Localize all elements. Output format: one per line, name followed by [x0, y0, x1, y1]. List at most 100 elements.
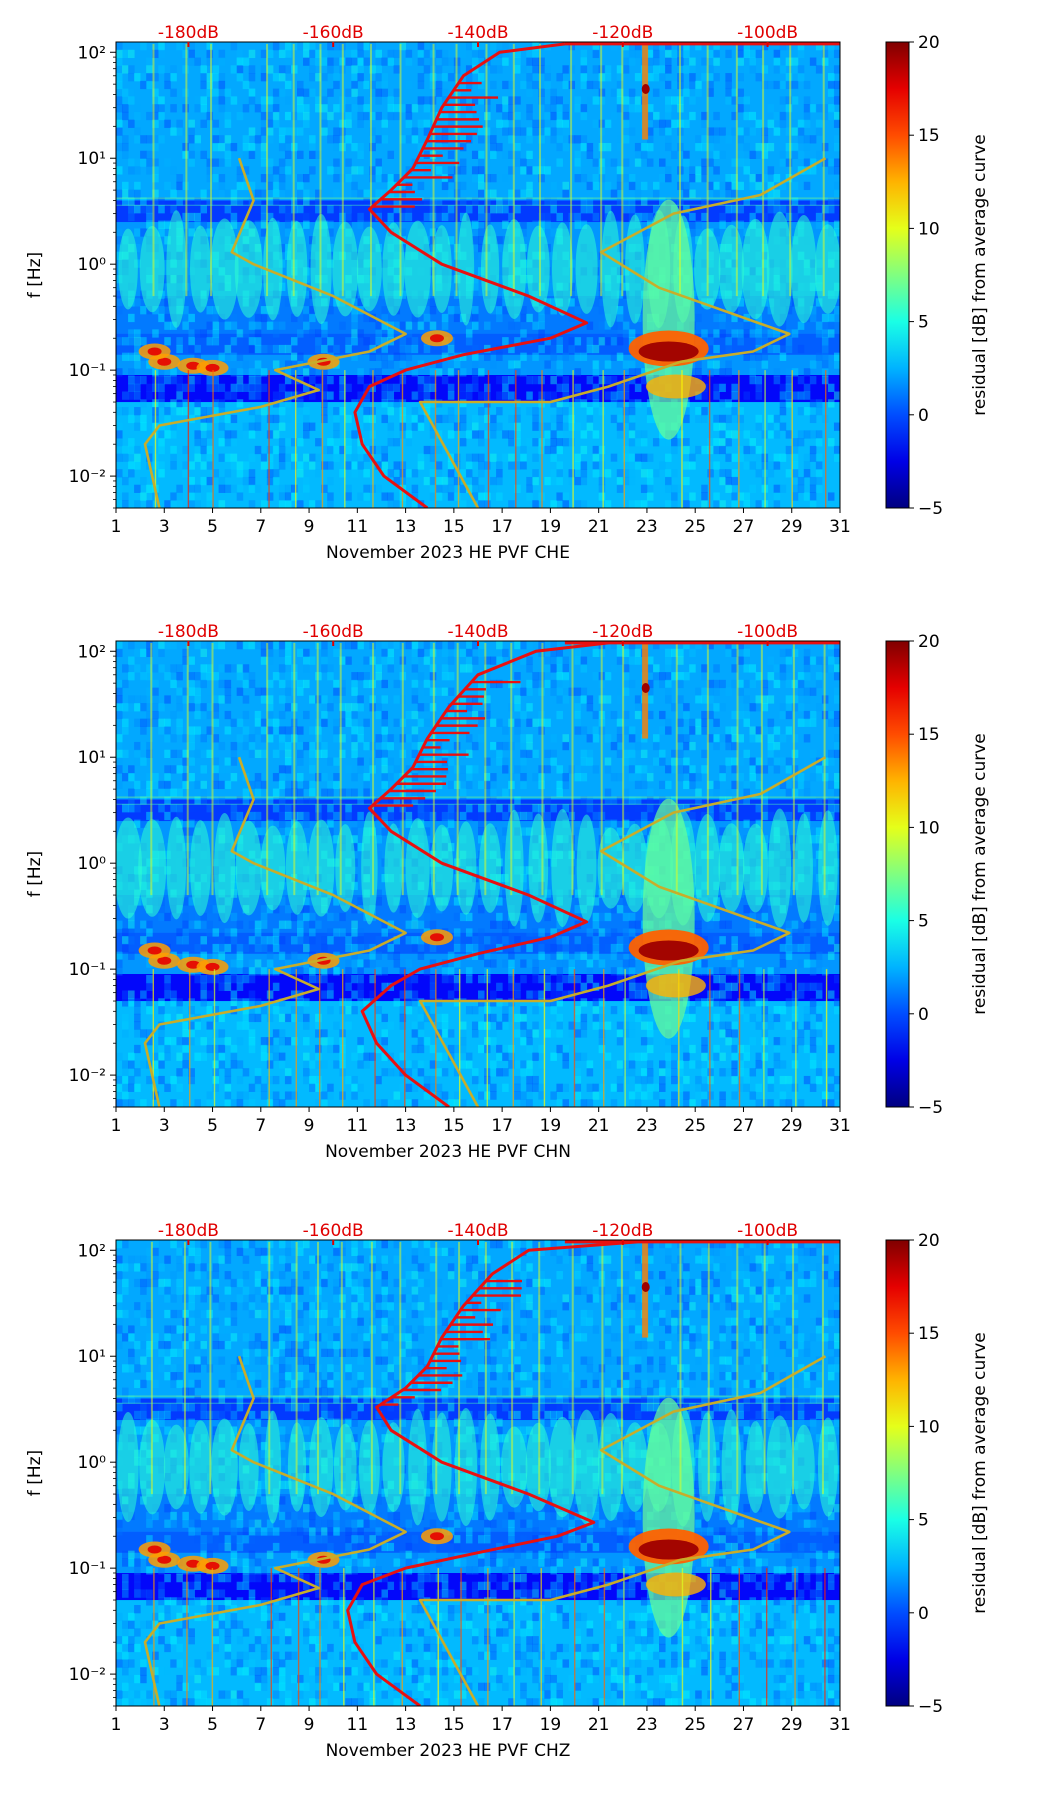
heatmap-cell — [815, 484, 823, 493]
heatmap-cell — [459, 142, 467, 152]
heatmap-cell — [351, 827, 358, 836]
heatmap-cell — [194, 220, 201, 229]
heatmap-cell — [665, 96, 672, 105]
x-tick-label: 11 — [347, 517, 369, 537]
heatmap-cell — [230, 337, 238, 346]
heatmap-cell — [689, 111, 696, 121]
heatmap-cell — [471, 383, 479, 392]
heatmap-cell — [586, 414, 594, 424]
heatmap-cell — [683, 476, 690, 486]
heatmap-cell — [562, 111, 569, 121]
heatmap-cell — [833, 181, 840, 191]
heatmap-cell — [182, 827, 189, 836]
heatmap-cell — [363, 220, 370, 229]
heatmap-cell — [122, 990, 129, 999]
heatmap-cell — [122, 189, 129, 198]
heatmap-cell — [833, 96, 840, 105]
heatmap-cell — [695, 150, 702, 159]
heatmap-cell — [550, 476, 557, 486]
heatmap-cell — [351, 104, 358, 113]
heatmap-cell — [170, 1037, 177, 1046]
heatmap-cell — [170, 375, 177, 385]
heatmap-cell — [194, 687, 201, 696]
heatmap-cell — [134, 104, 141, 113]
heatmap-cell — [351, 57, 358, 66]
heatmap-cell — [363, 42, 370, 51]
heatmap-cell — [122, 943, 129, 953]
heatmap-cell — [447, 656, 455, 665]
heatmap-cell — [321, 391, 328, 400]
heatmap-cell — [598, 306, 606, 315]
heatmap-cell — [441, 135, 449, 144]
heatmap-cell — [146, 453, 153, 462]
heatmap-cell — [791, 197, 799, 206]
heatmap-cell — [809, 492, 817, 501]
heatmap-cell — [381, 360, 388, 369]
heatmap-cell — [809, 104, 817, 113]
heatmap-cell — [134, 205, 141, 214]
heatmap-cell — [176, 936, 183, 945]
heatmap-cell — [369, 42, 376, 51]
heatmap-cell — [236, 1075, 244, 1085]
heatmap-cell — [266, 951, 274, 960]
heatmap-cell — [526, 189, 533, 198]
heatmap-cell — [695, 407, 702, 416]
heatmap-cell — [713, 422, 720, 431]
heatmap-cell — [224, 469, 232, 478]
heatmap-cell — [333, 757, 340, 766]
heatmap-cell — [478, 96, 485, 105]
heatmap-cell — [713, 166, 720, 175]
heatmap-cell — [719, 329, 726, 338]
heatmap-cell — [538, 127, 545, 136]
heatmap-cell — [665, 127, 672, 136]
heatmap-cell — [435, 445, 443, 455]
heatmap-cell — [610, 399, 618, 408]
heatmap-cell — [339, 703, 346, 712]
heatmap-cell — [393, 500, 401, 508]
heatmap-cell — [399, 344, 407, 354]
heatmap-cell — [351, 399, 358, 408]
heatmap-cell — [224, 88, 232, 97]
heatmap-cell — [315, 189, 322, 198]
heatmap-cell — [188, 998, 195, 1007]
heatmap-cell — [321, 788, 328, 797]
heatmap-cell — [369, 1052, 376, 1061]
heatmap-cell — [453, 438, 461, 447]
heatmap-cell — [556, 111, 563, 121]
heatmap-cell — [333, 687, 340, 696]
heatmap-cell — [254, 773, 262, 782]
heatmap-cell — [188, 228, 195, 237]
heatmap-cell — [303, 912, 310, 922]
heatmap-cell — [785, 469, 793, 478]
heatmap-cell — [671, 111, 678, 121]
heatmap-cell — [695, 142, 702, 152]
heatmap-cell — [236, 819, 244, 828]
heatmap-cell — [671, 166, 678, 175]
heatmap-cell — [393, 796, 401, 805]
heatmap-cell — [634, 80, 642, 90]
heatmap-cell — [411, 695, 419, 704]
heatmap-cell — [260, 127, 268, 136]
heatmap-cell — [278, 897, 286, 906]
heatmap-cell — [224, 453, 232, 462]
heatmap-cell — [423, 399, 431, 408]
heatmap-cell — [321, 73, 328, 82]
heatmap-cell — [188, 703, 195, 712]
heatmap-cell — [809, 220, 817, 229]
heatmap-cell — [128, 445, 135, 455]
heatmap-cell — [604, 321, 612, 330]
heatmap-cell — [387, 765, 395, 774]
heatmap-cell — [278, 1052, 286, 1061]
heatmap-cell — [164, 1044, 171, 1054]
heatmap-cell — [411, 788, 419, 797]
heatmap-cell — [327, 936, 334, 945]
heatmap-cell — [128, 765, 135, 774]
heatmap-cell — [278, 174, 286, 183]
heatmap-cell — [827, 492, 835, 501]
heatmap-cell — [375, 1013, 382, 1023]
heatmap-cell — [417, 80, 425, 90]
heatmap-cell — [659, 197, 666, 206]
heatmap-cell — [260, 749, 268, 758]
heatmap-cell — [176, 718, 183, 727]
heatmap-cell — [278, 243, 286, 253]
